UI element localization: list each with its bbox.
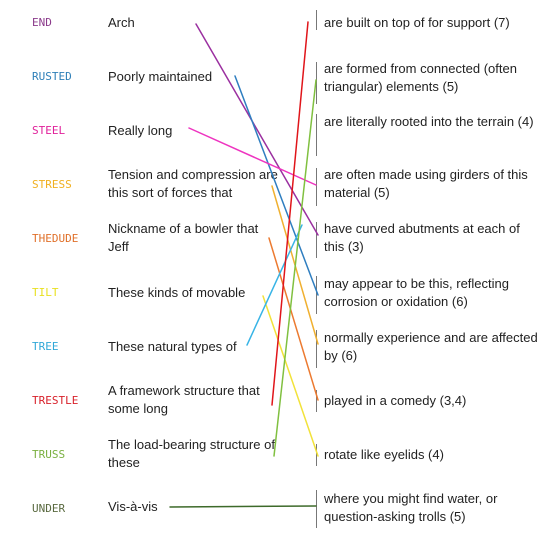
- answer-3: are literally rooted into the terrain (4…: [324, 114, 534, 129]
- word-stress: STRESS: [32, 178, 72, 191]
- clue-6: These kinds of movable: [108, 285, 246, 300]
- divider-bar: [316, 222, 317, 258]
- divider-bar: [316, 114, 317, 156]
- answer-7: normally experience and are affected by …: [324, 330, 538, 363]
- word-trestle: TRESTLE: [32, 394, 79, 407]
- clue-5: Nickname of a bowler that Jeff: [108, 221, 259, 254]
- answer-2: are formed from connected (often triangu…: [324, 61, 517, 94]
- word-end: END: [32, 16, 52, 29]
- connector-line: [268, 237, 319, 401]
- connector-line: [195, 23, 319, 236]
- word-steel: STEEL: [32, 124, 66, 137]
- clue-9: The load-bearing structure of these: [108, 437, 275, 470]
- connector-line: [169, 505, 317, 508]
- connector-line: [234, 75, 319, 296]
- clue-10: Vis-à-vis: [108, 499, 158, 514]
- word-thedude: THEDUDE: [32, 232, 79, 245]
- answer-1: are built on top of for support (7): [324, 15, 510, 30]
- divider-bar: [316, 444, 317, 466]
- clue-8: A framework structure that some long: [108, 383, 260, 416]
- divider-bar: [316, 10, 317, 30]
- divider-bar: [316, 168, 317, 206]
- connector-line: [271, 21, 309, 406]
- word-truss: TRUSS: [32, 448, 66, 461]
- answer-10: where you might find water, or question-…: [324, 491, 498, 524]
- clue-4: Tension and compression are this sort of…: [108, 167, 278, 200]
- word-under: UNDER: [32, 502, 66, 515]
- answer-9: rotate like eyelids (4): [324, 447, 444, 462]
- connector-line: [273, 79, 317, 457]
- connector-line: [246, 224, 303, 346]
- clue-3: Really long: [108, 123, 173, 138]
- word-rusted: RUSTED: [32, 70, 72, 83]
- word-tree: TREE: [32, 340, 59, 353]
- clue-2: Poorly maintained: [108, 69, 213, 84]
- divider-bar: [316, 276, 317, 314]
- divider-bar: [316, 490, 317, 528]
- answer-4: are often made using girders of this mat…: [324, 167, 528, 200]
- answer-6: may appear to be this, reflecting corros…: [324, 276, 509, 309]
- answer-5: have curved abutments at each of this (3…: [324, 221, 520, 254]
- divider-bar: [316, 390, 317, 412]
- clue-7: These natural types of: [108, 339, 237, 354]
- divider-bar: [316, 330, 317, 368]
- clue-1: Arch: [108, 15, 135, 30]
- answer-8: played in a comedy (3,4): [324, 393, 467, 408]
- connector-line: [262, 295, 319, 457]
- word-tilt: TILT: [32, 286, 59, 299]
- divider-bar: [316, 62, 317, 104]
- connector-line: [188, 127, 317, 186]
